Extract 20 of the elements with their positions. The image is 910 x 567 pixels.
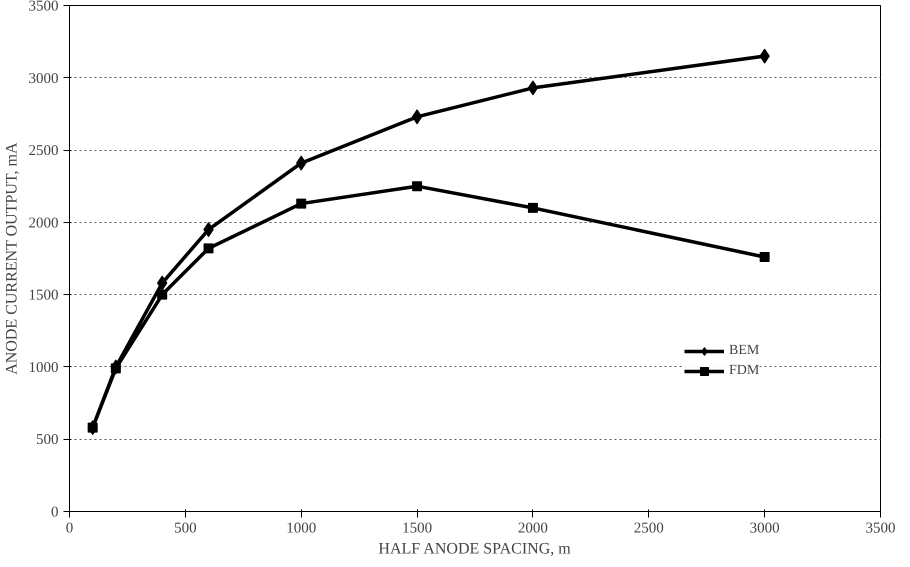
x-tick-label: 2500 (634, 520, 664, 536)
y-axis-title: ANODE CURRENT OUTPUT, mA (4, 142, 20, 375)
y-tick-label: 3500 (28, 0, 58, 14)
y-tick-label: 500 (36, 432, 58, 448)
legend-label: BEM (729, 343, 760, 359)
y-tick-label: 1500 (28, 288, 58, 304)
y-tick-label: 1000 (28, 360, 58, 376)
y-tick-label: 3000 (28, 70, 58, 87)
x-tick-label: 2000 (518, 520, 548, 536)
legend-label: FDM (729, 363, 760, 379)
x-tick-label: 3000 (750, 520, 780, 536)
y-tick-label: 0 (51, 504, 58, 520)
x-tick-label: 3500 (866, 520, 896, 536)
x-tick-label: 500 (174, 520, 197, 536)
y-tick-label: 2500 (28, 143, 58, 160)
x-tick-label: 0 (66, 520, 74, 536)
x-tick-label: 1500 (402, 520, 432, 536)
x-tick-label: 1000 (286, 520, 316, 536)
x-axis-title: HALF ANODE SPACING, m (378, 540, 572, 558)
y-tick-label: 2000 (28, 215, 58, 232)
